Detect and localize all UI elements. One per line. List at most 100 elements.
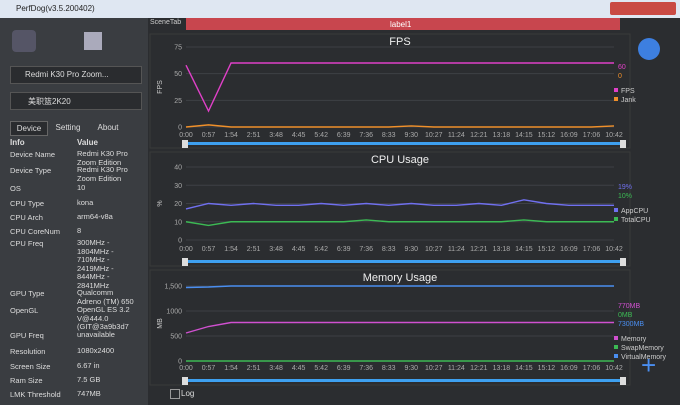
info-key: CPU Arch (10, 213, 43, 222)
x-tick-label: 6:39 (337, 365, 351, 372)
x-tick-label: 10:27 (425, 132, 443, 139)
x-tick-label: 1:54 (224, 246, 238, 253)
info-key: Device Name (10, 150, 56, 159)
info-key: CPU Freq (10, 239, 44, 248)
x-tick-label: 9:30 (404, 132, 418, 139)
x-tick-label: 3:48 (269, 365, 283, 372)
info-value: unavailable (77, 330, 115, 339)
y-tick-label: 1000 (166, 309, 182, 316)
x-tick-label: 8:33 (382, 132, 396, 139)
x-tick-label: 0:57 (202, 246, 216, 253)
info-value: kona (77, 198, 94, 207)
series-line (185, 321, 614, 334)
latest-value: 10% (618, 193, 632, 200)
x-tick-label: 0:57 (202, 365, 216, 372)
legend-swatch (614, 208, 618, 212)
x-tick-label: 17:06 (583, 132, 601, 139)
info-key: OS (10, 184, 21, 193)
scene-tab[interactable]: SceneTab (150, 19, 182, 26)
info-key: LMK Threshold (10, 390, 61, 399)
x-tick-label: 0:00 (179, 132, 193, 139)
legend-swatch (614, 97, 618, 101)
legend-swatch (614, 345, 618, 349)
series-line (185, 199, 614, 210)
x-tick-label: 15:12 (538, 132, 556, 139)
x-tick-label: 0:57 (202, 132, 216, 139)
slider-handle (620, 258, 626, 266)
info-value: 7.5 GB (77, 375, 101, 384)
legend-entry: Memory (621, 336, 647, 343)
window-controls[interactable] (610, 2, 676, 15)
legend-entry: Jank (621, 97, 636, 104)
y-tick-label: 0 (178, 238, 182, 245)
chart-panel (149, 33, 631, 149)
info-value: 747MB (77, 389, 101, 398)
chart-title: Memory Usage (363, 272, 438, 284)
y-tick-label: 0 (178, 359, 182, 366)
legend-entry: AppCPU (621, 208, 648, 215)
x-tick-label: 6:39 (337, 246, 351, 253)
legend-entry: TotalCPU (621, 217, 651, 224)
window-title: PerfDog(v3.5.200402) (16, 4, 95, 13)
x-tick-label: 14:15 (515, 365, 533, 372)
x-tick-label: 13:18 (493, 365, 511, 372)
info-key: GPU Type (10, 289, 45, 298)
info-value: 6.67 in (77, 361, 100, 370)
x-tick-label: 5:42 (314, 246, 328, 253)
x-tick-label: 12:21 (470, 132, 488, 139)
y-tick-label: 0 (178, 125, 182, 132)
y-tick-label: 1,500 (164, 284, 182, 291)
series-line (185, 124, 615, 128)
chart-title: CPU Usage (371, 154, 429, 166)
y-axis-label: FPS (157, 80, 164, 94)
legend-entry: FPS (621, 88, 635, 95)
x-tick-label: 10:27 (425, 246, 443, 253)
info-key: Resolution (10, 347, 46, 356)
title-bar (0, 0, 680, 18)
latest-value: 0MB (618, 312, 633, 319)
x-tick-label: 7:36 (359, 132, 373, 139)
legend-swatch (614, 88, 618, 92)
x-tick-label: 10:42 (605, 132, 623, 139)
chart-panel (149, 269, 631, 386)
add-button[interactable]: + (641, 350, 657, 380)
logo-box (84, 32, 102, 50)
y-tick-label: 50 (174, 71, 182, 78)
x-tick-label: 0:00 (179, 246, 193, 253)
x-tick-label: 13:18 (493, 132, 511, 139)
slider-handle (620, 140, 626, 148)
info-value: arm64-v8a (77, 212, 113, 221)
log-checkbox[interactable] (170, 389, 180, 399)
y-tick-label: 10 (174, 219, 182, 226)
tab[interactable]: Setting (55, 123, 81, 132)
time-slider (186, 142, 622, 145)
y-axis-label: % (157, 200, 164, 206)
info-value: 300MHz - 1804MHz - 710MHz - 2419MHz - 84… (77, 238, 114, 290)
info-key: OpenGL (10, 306, 39, 315)
play-button[interactable] (638, 38, 660, 60)
slider-handle (182, 140, 188, 148)
info-value: OpenGL ES 3.2 V@444.0 (GIT@3a9b3d7 (77, 305, 130, 331)
chart-title: FPS (389, 36, 410, 48)
info-value: 8 (77, 226, 82, 235)
x-tick-label: 10:42 (605, 365, 623, 372)
x-tick-label: 2:51 (247, 246, 261, 253)
x-tick-label: 7:36 (359, 365, 373, 372)
app-dropdown[interactable] (10, 92, 142, 110)
tab[interactable]: About (97, 123, 119, 132)
latest-value: 770MB (618, 303, 641, 310)
info-value: 1080x2400 (77, 346, 115, 355)
x-tick-label: 15:12 (538, 246, 556, 253)
label-bar[interactable] (186, 18, 620, 30)
x-tick-label: 9:30 (404, 365, 418, 372)
x-tick-label: 14:15 (515, 132, 533, 139)
x-tick-label: 1:54 (224, 365, 238, 372)
device-dropdown[interactable] (10, 66, 142, 84)
x-tick-label: 10:27 (425, 365, 443, 372)
x-tick-label: 17:06 (583, 365, 601, 372)
x-tick-label: 12:21 (470, 365, 488, 372)
tab[interactable]: Device (10, 121, 48, 136)
x-tick-label: 5:42 (314, 365, 328, 372)
x-tick-label: 2:51 (247, 365, 261, 372)
